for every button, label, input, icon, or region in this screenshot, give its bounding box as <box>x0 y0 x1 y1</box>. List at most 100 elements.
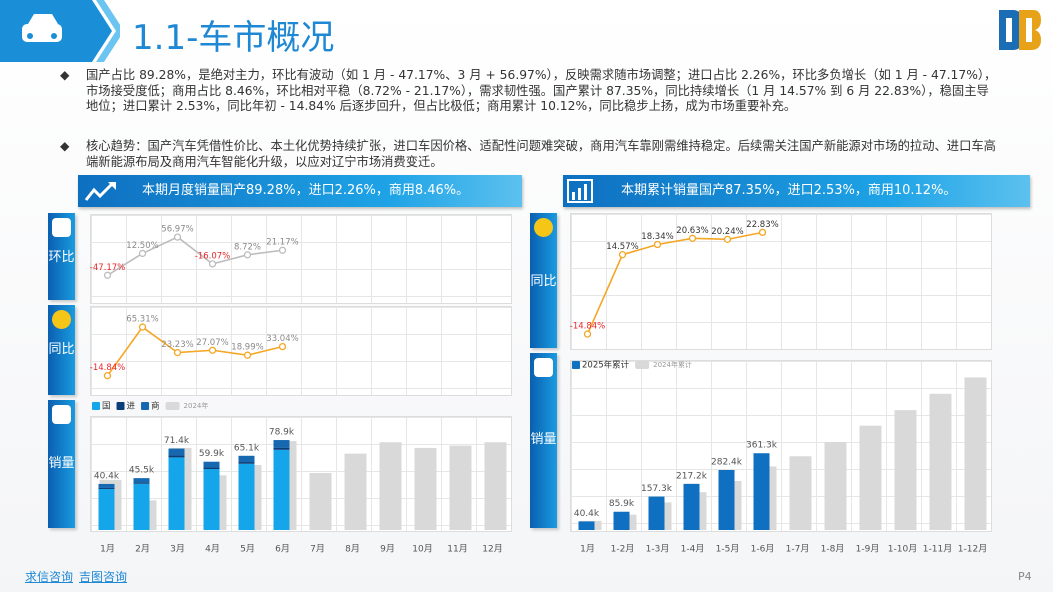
point <box>208 346 217 354</box>
data-label: 8.72% <box>234 242 261 252</box>
point <box>173 233 182 241</box>
x-tick-label: 1-3月 <box>646 544 670 555</box>
footer-link[interactable]: 求信咨询 <box>25 570 74 584</box>
data-label: 71.4k <box>164 436 190 446</box>
x-tick-label: 1-12月 <box>958 544 987 555</box>
bar <box>133 483 150 530</box>
tab-label: 同比 <box>48 342 75 357</box>
point <box>243 251 252 259</box>
legend-swatch <box>92 402 100 410</box>
point <box>138 249 147 258</box>
point <box>278 246 287 254</box>
data-label: 65.1k <box>234 443 260 453</box>
x-tick-label: 3月 <box>170 544 185 555</box>
plot-area <box>570 360 992 532</box>
data-label: 45.5k <box>129 466 155 476</box>
x-tick-label: 12月 <box>482 544 502 555</box>
point <box>103 372 112 380</box>
bar <box>648 496 665 530</box>
bar <box>613 511 630 530</box>
x-tick-label: 1-8月 <box>821 544 845 555</box>
legend-label: 2024年 <box>184 401 209 410</box>
bar <box>718 469 735 530</box>
point <box>103 271 112 279</box>
bar <box>309 473 332 530</box>
bar <box>203 461 220 468</box>
data-label: 22.83% <box>746 220 778 230</box>
x-tick-label: 1-11月 <box>923 544 952 555</box>
bar <box>98 488 115 530</box>
tab-label: 销量 <box>48 456 75 471</box>
tab-label: 销量 <box>530 432 557 447</box>
x-tick-label: 4月 <box>205 544 220 555</box>
point <box>138 323 147 331</box>
bar <box>683 483 700 530</box>
data-label: 18.34% <box>641 232 673 242</box>
data-label: -14.84% <box>90 363 125 373</box>
line <box>107 236 283 276</box>
legend-swatch <box>165 402 180 410</box>
bar <box>789 456 812 530</box>
bullet: ◆ 核心趋势：国产汽车凭借性价比、本土化优势持续扩张，进口车因价格、适配性问题难突… <box>60 139 1000 170</box>
x-tick-label: 1-7月 <box>786 544 810 555</box>
bar <box>98 483 115 488</box>
data-label: -14.84% <box>570 322 605 332</box>
point <box>208 260 217 268</box>
plot-area <box>570 213 992 350</box>
data-label: 23.23% <box>161 340 193 350</box>
legend-label: 国 <box>102 402 111 412</box>
x-tick-label: 6月 <box>275 544 290 555</box>
x-tick-label: 9月 <box>380 544 395 555</box>
legend-label: 商 <box>151 401 160 412</box>
bar <box>168 455 185 458</box>
banner-text: 本期月度销量国产89.28%，进口2.26%，商用8.46%。 <box>142 183 470 198</box>
banner-icon <box>567 179 593 203</box>
data-label: 20.24% <box>711 227 743 237</box>
plot-area <box>90 416 512 532</box>
bar <box>449 445 472 530</box>
data-label: 12.50% <box>126 241 158 251</box>
page-title: 1.1-车市概况 <box>132 18 335 58</box>
x-tick-label: 1月 <box>100 544 115 555</box>
data-label: 27.07% <box>196 338 228 348</box>
banner: 本期月度销量国产89.28%，进口2.26%，商用8.46%。 <box>78 175 522 207</box>
data-label: 361.3k <box>746 441 778 451</box>
bar <box>133 482 150 484</box>
bar <box>824 442 847 530</box>
data-label: -16.07% <box>195 251 230 261</box>
tab-label: 环比 <box>48 250 75 265</box>
bar <box>273 440 290 448</box>
bar <box>238 463 255 530</box>
data-label: 40.4k <box>574 509 600 519</box>
line <box>586 231 763 335</box>
logo <box>999 10 1041 50</box>
x-tick-label: 1-9月 <box>856 544 880 555</box>
legend-label: 进 <box>127 402 136 412</box>
bar <box>484 442 507 530</box>
data-label: 65.31% <box>126 315 158 325</box>
point <box>243 351 252 359</box>
data-label: 18.99% <box>231 343 263 353</box>
bar <box>203 469 220 530</box>
point <box>173 348 182 357</box>
bar <box>414 447 437 530</box>
side-tab: 销量 <box>48 400 75 528</box>
data-label: 59.9k <box>199 449 225 459</box>
data-label: -47.17% <box>90 263 125 273</box>
header-badge <box>0 0 120 62</box>
x-tick-label: 10月 <box>412 544 432 555</box>
tab-label: 同比 <box>530 274 557 289</box>
bar <box>929 393 952 530</box>
bar <box>203 467 220 470</box>
line <box>106 325 283 377</box>
x-tick-label: 5月 <box>240 544 255 555</box>
data-label: 217.2k <box>676 471 708 481</box>
bar <box>133 478 150 483</box>
page-number: P4 <box>1018 570 1032 583</box>
bar <box>859 425 882 530</box>
data-label: 33.04% <box>266 334 298 344</box>
data-label: 14.57% <box>606 242 638 252</box>
footer-link[interactable]: 吉图咨询 <box>79 570 128 584</box>
bar <box>98 487 115 489</box>
